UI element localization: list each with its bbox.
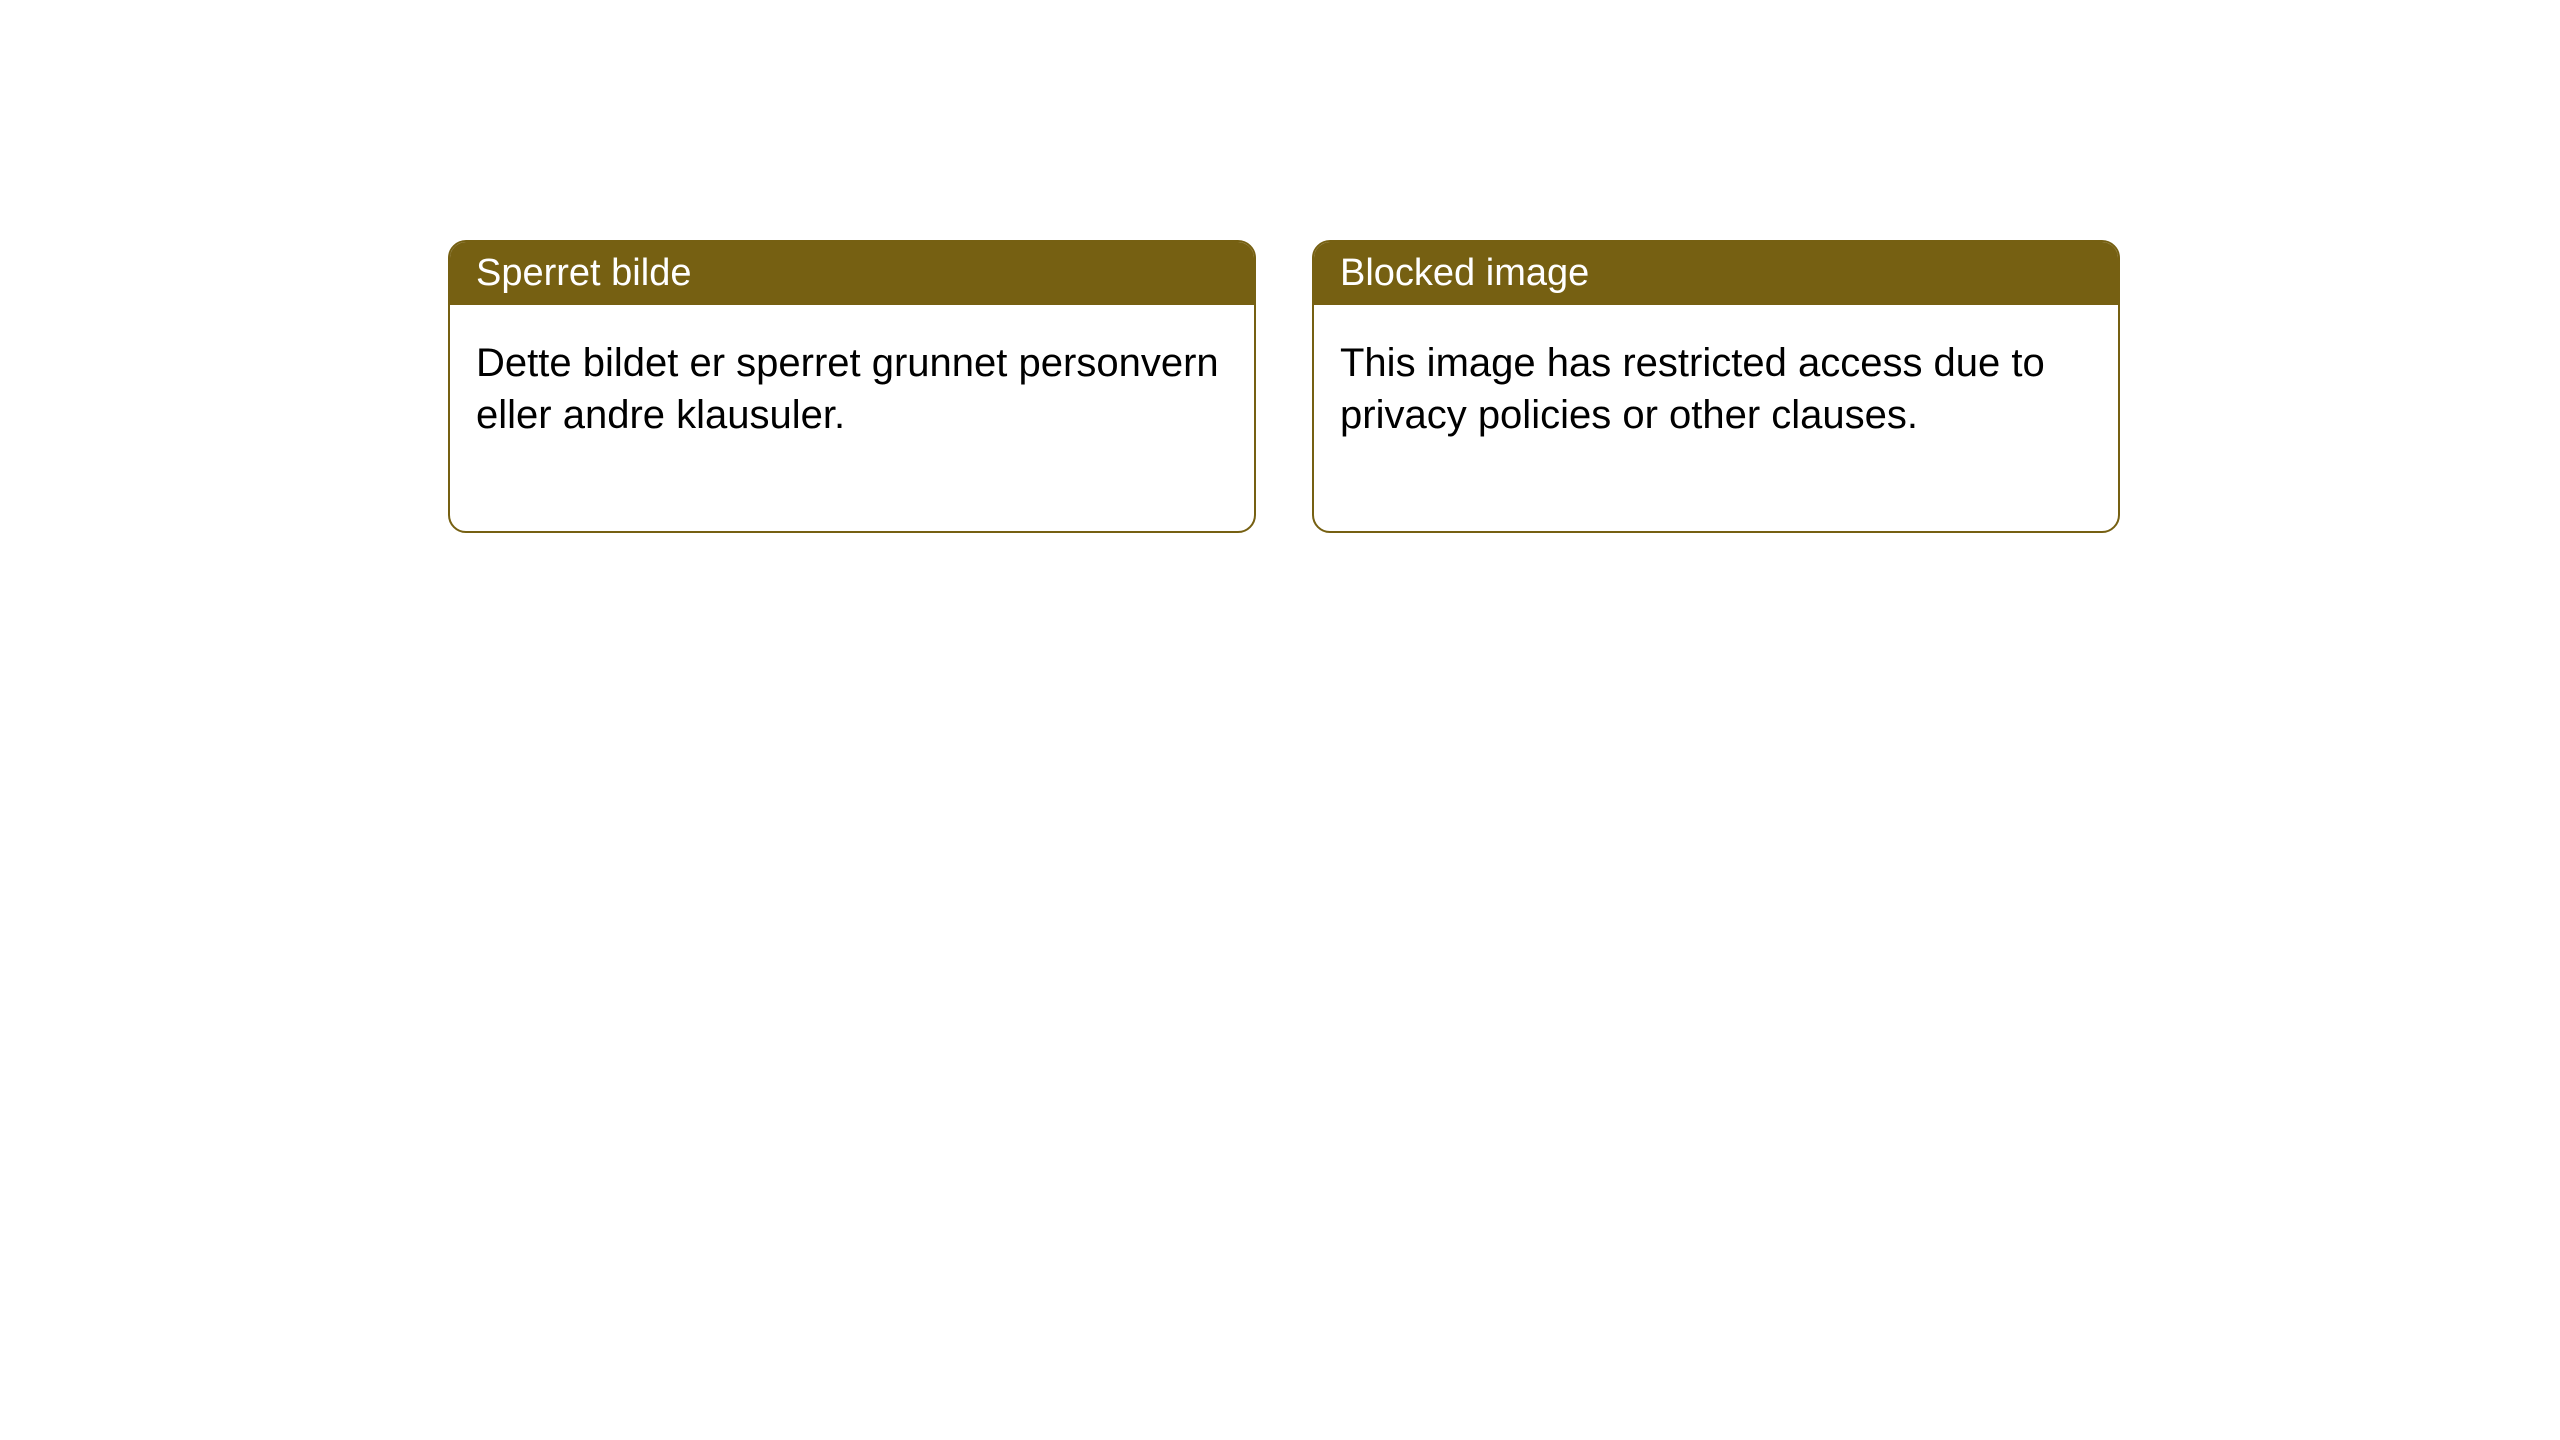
notice-header: Blocked image [1314,242,2118,305]
notice-body: Dette bildet er sperret grunnet personve… [450,305,1254,531]
notice-container: Sperret bilde Dette bildet er sperret gr… [0,0,2560,533]
notice-body: This image has restricted access due to … [1314,305,2118,531]
notice-box-english: Blocked image This image has restricted … [1312,240,2120,533]
notice-box-norwegian: Sperret bilde Dette bildet er sperret gr… [448,240,1256,533]
notice-header: Sperret bilde [450,242,1254,305]
